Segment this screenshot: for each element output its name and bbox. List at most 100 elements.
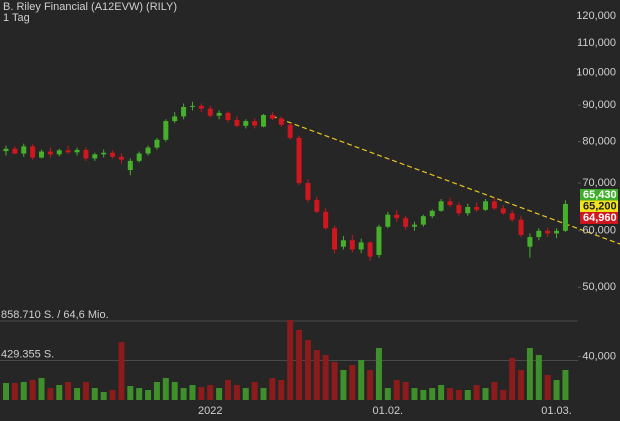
candle-body [500, 208, 506, 214]
candle-body [562, 203, 568, 231]
volume-bar [518, 370, 525, 400]
candle-body [127, 160, 133, 171]
candle-body [39, 151, 45, 158]
volume-bar [544, 374, 551, 400]
candle-body [518, 219, 524, 235]
volume-bar [242, 388, 249, 400]
candle-body [403, 218, 409, 227]
candle-body [483, 201, 489, 210]
candle-body [12, 148, 18, 154]
candle-body [420, 216, 426, 225]
volume-bar [145, 389, 152, 400]
volume-bar [340, 370, 347, 400]
volume-bar [429, 388, 436, 400]
volume-bar [304, 340, 311, 400]
candle-body [189, 105, 195, 107]
volume-bar [358, 359, 365, 400]
y-tick-label: 70,000 [582, 177, 616, 189]
candle-body [438, 201, 444, 211]
candle-body [243, 121, 249, 126]
volume-bar [3, 382, 9, 400]
volume-bar [393, 380, 400, 400]
volume-bar [482, 388, 489, 400]
candle-body [252, 121, 258, 126]
trend-line [271, 115, 620, 245]
y-tick-label: 60,000 [582, 225, 616, 237]
y-tick-label: 110,000 [577, 37, 616, 49]
volume-bar [216, 388, 223, 400]
volume-bar [553, 380, 560, 400]
volume-bar [402, 381, 409, 400]
volume-bar [535, 355, 542, 400]
candle-body [234, 120, 240, 126]
volume-bar [322, 355, 329, 400]
candle-body [3, 148, 9, 152]
volume-bar [296, 329, 303, 400]
volume-bar [20, 381, 27, 400]
volume-bar [287, 319, 294, 400]
y-tick-label: 120,000 [576, 10, 616, 22]
volume-bar [375, 348, 382, 400]
volume-bar [109, 389, 116, 400]
volume-bar [118, 342, 125, 400]
y-tick-label: 80,000 [582, 136, 616, 148]
volume-bar [198, 387, 205, 400]
candle-body [536, 230, 542, 238]
chart-subtitle: 1 Tag [3, 12, 30, 24]
y-tick-label: 100,000 [576, 66, 616, 78]
candle-body [198, 105, 204, 109]
y-tick-label: 50,000 [582, 281, 616, 293]
volume-bar [74, 388, 81, 400]
volume-bar [180, 388, 187, 400]
candle-body [30, 146, 36, 158]
volume-bar [455, 389, 462, 400]
candle-body [145, 147, 151, 154]
volume-bar [500, 389, 507, 400]
candle-body [509, 213, 515, 220]
x-tick-label: 01.02. [373, 405, 404, 417]
candle-body [545, 230, 551, 234]
price-label-box [580, 188, 618, 201]
candle-body [376, 226, 382, 255]
candle-body [278, 118, 284, 125]
candle-body [47, 151, 53, 155]
candle-body [163, 121, 169, 140]
volume-bar [56, 385, 63, 400]
price-label: 64,960 [583, 212, 617, 224]
candle-body [261, 115, 267, 127]
candle-body [216, 112, 222, 116]
volume-bar [207, 385, 214, 400]
price-label-box [580, 211, 618, 224]
price-label: 65,200 [583, 200, 617, 212]
candle-body [21, 146, 27, 154]
volume-bar [438, 385, 445, 400]
candle-body [323, 211, 329, 229]
volume-bar [29, 380, 36, 400]
volume-bar [189, 385, 196, 400]
candle-body [74, 149, 80, 153]
price-label: 65,430 [583, 189, 617, 201]
candle-body [447, 201, 453, 206]
candle-body [172, 116, 178, 122]
volume-bar [136, 388, 143, 400]
volume-bar [278, 380, 285, 400]
volume-bar [171, 381, 178, 400]
candle-body [225, 112, 231, 121]
candle-body [332, 228, 338, 250]
candle-body [456, 205, 462, 214]
candle-body [287, 124, 293, 138]
price-label-box [580, 200, 618, 213]
volume-bar [11, 382, 18, 400]
volume-bar [447, 388, 453, 400]
volume-bar [509, 357, 516, 400]
candle-body [118, 156, 124, 160]
volume-bar [260, 388, 267, 400]
volume-bar [367, 370, 374, 400]
volume-bar [225, 380, 231, 400]
volume-bar [82, 381, 89, 400]
volume-bar [38, 378, 45, 400]
volume-bar [420, 389, 427, 400]
candle-body [92, 154, 98, 159]
candle-body [474, 206, 480, 210]
volume-bar [491, 381, 498, 400]
